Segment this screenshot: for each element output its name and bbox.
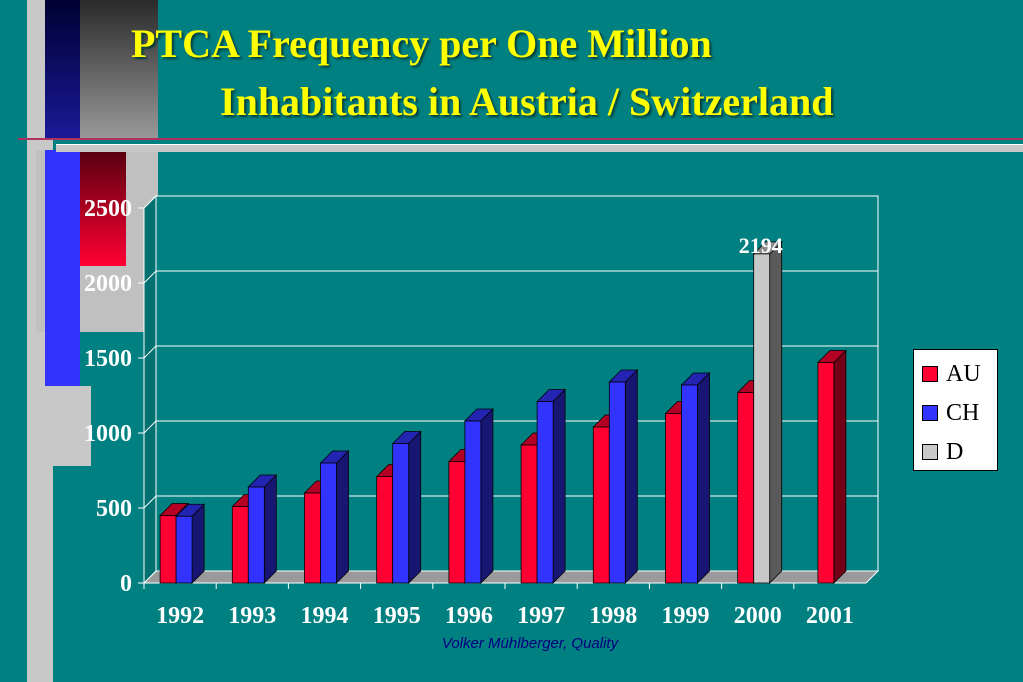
gridline-diag	[143, 420, 157, 434]
x-tick-label: 2001	[806, 603, 854, 629]
legend-swatch-d	[922, 444, 938, 460]
decor-block-gray-mid	[80, 0, 158, 140]
x-tick-label: 1992	[156, 603, 204, 629]
bar-au-1993	[231, 506, 249, 584]
bar-au-2000	[737, 392, 755, 584]
decor-block-navy	[45, 0, 80, 140]
x-tick-label: 1995	[373, 603, 421, 629]
legend-item-d: D	[922, 438, 963, 466]
bar-ch-1997-side	[552, 388, 566, 584]
y-tick-label: 1000	[84, 421, 132, 447]
legend-swatch-au	[922, 366, 938, 382]
bar-au-1998	[592, 426, 610, 584]
bar-d-2000	[753, 253, 771, 584]
bar-ch-1999	[681, 384, 698, 584]
bar-au-2001-side	[833, 349, 847, 584]
x-tick-label: 1993	[228, 603, 276, 629]
bar-au-1996	[448, 461, 466, 584]
y-tick-label: 2000	[84, 271, 132, 297]
x-tick-label: 1997	[517, 603, 565, 629]
bar-au-1992	[159, 515, 177, 584]
bar-au-1994	[304, 492, 321, 584]
gridline-diag	[143, 495, 157, 509]
bar-ch-1996-side	[480, 408, 494, 584]
bar-ch-1998	[608, 381, 626, 584]
y-tick-label: 2500	[84, 196, 132, 222]
legend-item-ch: CH	[922, 399, 979, 427]
bar-au-1995	[376, 476, 394, 584]
bar-au-1997	[520, 444, 538, 584]
legend-label-ch: CH	[946, 399, 980, 426]
bar-ch-1993-side	[263, 474, 277, 584]
bar-au-1999	[665, 413, 682, 584]
title-divider-bar	[56, 144, 1023, 152]
bar-ch-1993	[247, 486, 265, 584]
bar-ch-1998-side	[624, 369, 638, 584]
bar-d-2000-side	[769, 240, 783, 584]
x-tick-label: 1998	[589, 603, 637, 629]
footer-credit: Volker Mühlberger, Quality	[441, 635, 619, 652]
legend-item-au: AU	[922, 360, 981, 388]
x-tick-label: 1999	[662, 603, 710, 629]
bar-ch-1996	[464, 420, 482, 584]
bar-ch-1997	[536, 401, 554, 584]
chart-legend: AU CH D	[913, 349, 998, 471]
gridline-diag	[143, 345, 157, 359]
x-tick-label: 1996	[445, 603, 493, 629]
legend-swatch-ch	[922, 405, 938, 421]
decor-block-gray-low	[49, 386, 91, 466]
bar-ch-1994	[320, 462, 337, 584]
x-tick-label: 1994	[301, 603, 349, 629]
bar-ch-1999-side	[697, 372, 710, 584]
title-line-1: PTCA Frequency per One Million	[131, 21, 712, 66]
legend-label-d: D	[946, 438, 964, 465]
y-tick-label: 500	[96, 496, 132, 522]
x-tick-label: 2000	[734, 603, 782, 629]
legend-label-au: AU	[946, 360, 981, 387]
title-divider	[18, 138, 1023, 140]
chart-side-wall	[143, 194, 157, 585]
decor-block-blue	[45, 150, 80, 386]
y-tick-label: 0	[120, 571, 132, 597]
gridline-diag	[143, 195, 157, 209]
bar-ch-1995	[392, 443, 410, 584]
data-label-d-2000: 2194	[739, 233, 783, 258]
bar-ch-1995-side	[408, 430, 422, 584]
bar-ch-1994-side	[336, 450, 349, 584]
bar-ch-1992	[175, 515, 193, 584]
bar-au-2001	[817, 362, 835, 584]
gridline-diag	[143, 270, 157, 284]
title-line-2: Inhabitants in Austria / Switzerland	[220, 79, 834, 124]
bar-ch-1992-side	[191, 503, 205, 584]
y-tick-label: 1500	[84, 346, 132, 372]
